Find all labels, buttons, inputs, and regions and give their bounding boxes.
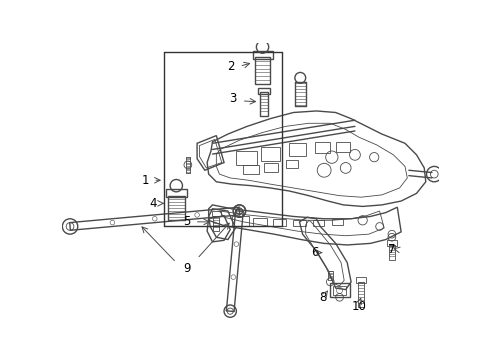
Text: 6: 6	[310, 246, 318, 259]
Bar	[289, 143, 306, 156]
Bar	[356, 277, 365, 283]
Bar	[260, 93, 267, 116]
Text: 2: 2	[227, 60, 234, 73]
Bar	[312, 220, 324, 226]
Bar	[314, 142, 329, 153]
Text: 3: 3	[229, 92, 237, 105]
Bar	[335, 142, 349, 152]
Bar	[388, 245, 394, 260]
Bar	[254, 57, 270, 84]
Bar	[264, 163, 277, 172]
Bar	[331, 219, 342, 225]
Bar	[285, 160, 297, 168]
Bar	[327, 271, 332, 280]
Bar	[211, 211, 221, 216]
Bar	[386, 240, 396, 246]
Bar	[213, 216, 219, 231]
Bar	[261, 147, 280, 161]
Bar	[235, 151, 257, 165]
Bar	[252, 51, 272, 59]
Text: 10: 10	[351, 300, 366, 313]
Text: 9: 9	[183, 261, 190, 275]
Bar	[253, 218, 266, 226]
Bar	[257, 88, 270, 94]
Text: 5: 5	[183, 215, 190, 228]
Bar	[273, 219, 286, 226]
Bar	[293, 220, 305, 226]
Bar	[333, 286, 346, 295]
Bar	[329, 283, 349, 297]
Bar	[165, 189, 187, 197]
Text: 1: 1	[142, 174, 149, 187]
Bar	[243, 165, 258, 174]
Bar	[167, 195, 184, 220]
Text: 4: 4	[149, 197, 157, 210]
Bar	[231, 216, 248, 226]
Text: 8: 8	[318, 291, 325, 304]
Text: 7: 7	[387, 243, 395, 256]
Bar	[357, 282, 364, 306]
